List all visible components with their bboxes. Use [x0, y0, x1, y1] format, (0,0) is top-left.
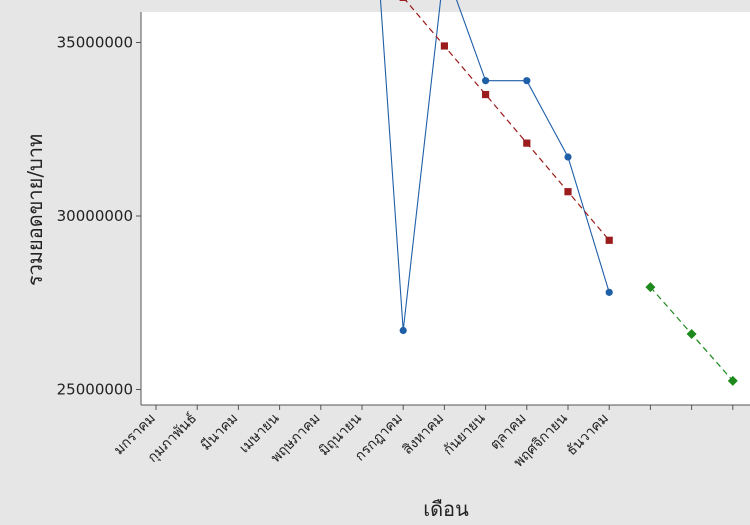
x-tick-label: มีนาคม — [198, 411, 241, 454]
series-2-point — [686, 328, 697, 339]
plot-area — [141, 12, 750, 405]
series-1-point — [399, 0, 407, 1]
y-tick-label: 35000000 — [57, 34, 133, 52]
series-1-point — [440, 42, 448, 50]
series-1-line — [404, 0, 610, 241]
x-axis: มกราคมกุมภาพันธ์มีนาคมเมษายนพฤษภาคมมิถุน… — [111, 404, 750, 471]
series-1-point — [605, 236, 613, 244]
series-2-point — [645, 282, 656, 293]
y-axis-title: รวมยอดขาย/บาท — [23, 134, 47, 286]
series-2-point — [727, 375, 738, 386]
x-axis-title: เดือน — [423, 497, 469, 521]
series-0-point — [399, 326, 407, 335]
y-tick-label: 25000000 — [57, 381, 133, 399]
x-tick-label: กันยายน — [440, 410, 488, 458]
x-tick-label: ธันวาคม — [564, 411, 612, 459]
series-1-point — [523, 139, 531, 147]
x-tick-label: สิงหาคม — [400, 411, 447, 458]
series-1-point — [564, 188, 572, 196]
series-1-point — [482, 90, 490, 99]
series-0-point — [564, 153, 572, 161]
y-axis: 2500000030000000350000004000000045000000 — [57, 12, 142, 405]
series-0-point — [482, 77, 490, 85]
series-0-point — [605, 288, 613, 296]
y-tick-label: 30000000 — [57, 207, 133, 225]
series-layer — [379, 0, 738, 386]
series-0-point — [523, 77, 531, 85]
series-0-line — [379, 0, 610, 331]
